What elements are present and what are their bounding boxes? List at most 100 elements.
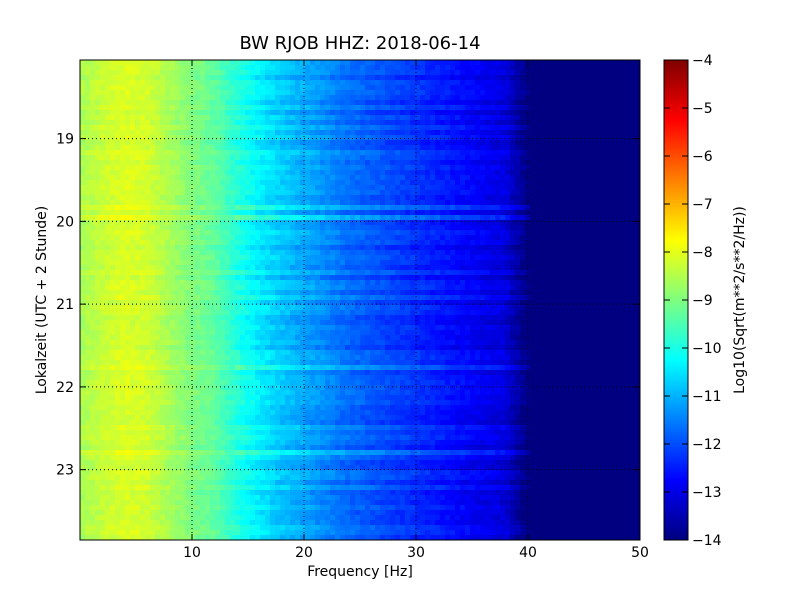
heatmap-cell [595,60,601,66]
heatmap-cell [170,235,176,241]
heatmap-cell [170,60,176,66]
heatmap-cell [425,145,431,151]
heatmap-cell [160,145,166,151]
heatmap-cell [310,150,316,156]
heatmap-cell [300,160,306,166]
heatmap-cell [405,120,411,126]
heatmap-cell [360,280,366,286]
heatmap-cell [630,180,636,186]
heatmap-cell [460,115,466,121]
heatmap-cell [555,180,561,186]
heatmap-cell [445,130,451,136]
heatmap-cell [130,270,136,276]
heatmap-cell [545,270,551,276]
heatmap-cell [570,275,576,281]
heatmap-cell [510,225,516,231]
heatmap-cell [150,190,156,196]
heatmap-cell [265,215,271,221]
heatmap-cell [405,170,411,176]
heatmap-cell [145,130,151,136]
heatmap-cell [520,245,526,251]
heatmap-cell [290,125,296,131]
heatmap-cell [145,160,151,166]
heatmap-cell [605,175,611,181]
heatmap-cell [130,225,136,231]
heatmap-cell [440,270,446,276]
heatmap-cell [180,210,186,216]
heatmap-cell [235,75,241,81]
heatmap-cell [155,70,161,76]
heatmap-cell [410,230,416,236]
heatmap-cell [115,240,121,246]
heatmap-cell [385,60,391,66]
heatmap-cell [475,65,481,71]
heatmap-cell [620,275,626,281]
heatmap-cell [160,225,166,231]
heatmap-cell [235,280,241,286]
heatmap-cell [215,85,221,91]
heatmap-cell [610,155,616,161]
heatmap-cell [475,60,481,66]
heatmap-cell [165,150,171,156]
heatmap-cell [615,75,621,81]
heatmap-cell [485,190,491,196]
heatmap-cell [270,140,276,146]
heatmap-cell [310,160,316,166]
heatmap-cell [345,140,351,146]
heatmap-cell [165,225,171,231]
heatmap-cell [610,70,616,76]
heatmap-cell [500,250,506,256]
heatmap-cell [120,265,126,271]
heatmap-cell [95,100,101,106]
heatmap-cell [350,175,356,181]
heatmap-cell [535,80,541,86]
heatmap-cell [270,115,276,121]
heatmap-cell [465,105,471,111]
heatmap-cell [450,210,456,216]
heatmap-cell [530,80,536,86]
heatmap-cell [365,170,371,176]
heatmap-cell [390,235,396,241]
heatmap-cell [230,235,236,241]
heatmap-cell [535,115,541,121]
heatmap-cell [265,85,271,91]
heatmap-cell [325,110,331,116]
heatmap-cell [560,245,566,251]
heatmap-cell [175,150,181,156]
heatmap-cell [185,200,191,206]
heatmap-cell [140,85,146,91]
heatmap-cell [545,150,551,156]
heatmap-cell [135,75,141,81]
heatmap-cell [340,60,346,66]
heatmap-cell [435,225,441,231]
heatmap-cell [610,205,616,211]
heatmap-cell [305,165,311,171]
heatmap-cell [230,75,236,81]
heatmap-cell [505,275,511,281]
heatmap-cell [470,125,476,131]
heatmap-cell [525,155,531,161]
heatmap-cell [370,65,376,71]
heatmap-cell [530,205,536,211]
heatmap-cell [440,65,446,71]
heatmap-cell [90,120,96,126]
heatmap-cell [470,110,476,116]
heatmap-cell [520,240,526,246]
heatmap-cell [395,105,401,111]
heatmap-cell [540,130,546,136]
heatmap-cell [575,220,581,226]
heatmap-cell [535,85,541,91]
heatmap-cell [315,65,321,71]
heatmap-cell [290,135,296,141]
heatmap-cell [280,155,286,161]
heatmap-cell [140,95,146,101]
heatmap-cell [290,80,296,86]
heatmap-cell [275,160,281,166]
heatmap-cell [525,225,531,231]
heatmap-cell [180,265,186,271]
heatmap-cell [485,200,491,206]
heatmap-cell [600,180,606,186]
heatmap-cell [305,85,311,91]
heatmap-cell [115,230,121,236]
heatmap-cell [470,105,476,111]
